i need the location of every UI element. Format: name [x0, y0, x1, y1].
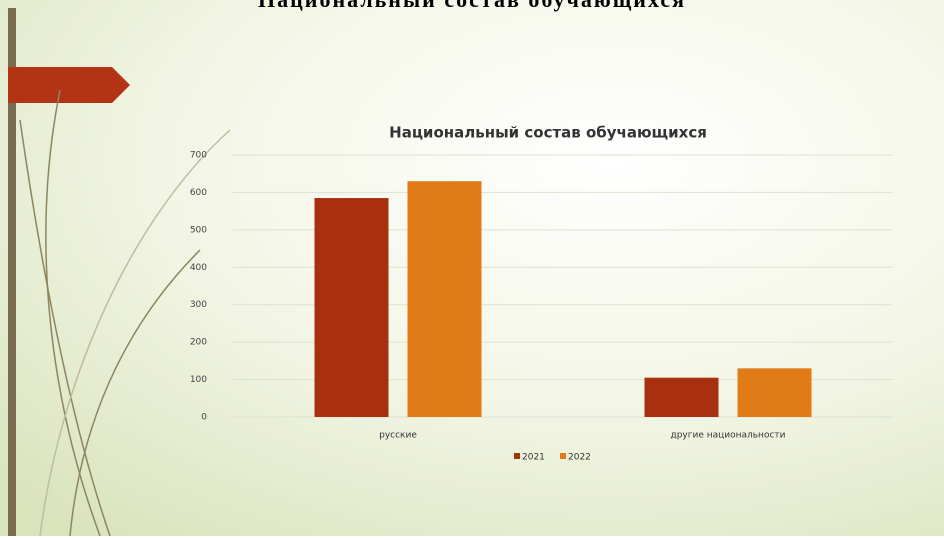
bar — [644, 377, 719, 417]
y-tick-label: 400 — [190, 263, 207, 273]
decor — [19, 89, 231, 537]
bar — [314, 198, 389, 417]
side-bar — [8, 8, 16, 536]
y-tick-label: 200 — [190, 338, 207, 348]
x-tick-label: другие национальности — [670, 431, 785, 441]
y-tick-label: 500 — [190, 225, 207, 235]
y-tick-label: 700 — [190, 151, 207, 161]
bar — [737, 368, 812, 417]
legend-label: 2021 — [522, 453, 545, 463]
y-tick-label: 0 — [201, 413, 207, 423]
bar — [407, 181, 482, 417]
legend-swatch — [560, 453, 566, 459]
arrow — [8, 67, 130, 103]
chart-title: Национальный состав обучающихся — [389, 124, 707, 142]
y-tick-label: 300 — [190, 300, 207, 310]
x-tick-label: русские — [379, 431, 417, 441]
y-tick-label: 600 — [190, 188, 207, 198]
y-tick-label: 100 — [190, 375, 207, 385]
legend-swatch — [514, 453, 520, 459]
legend-label: 2022 — [568, 453, 591, 463]
slide-title: Национальный состав обучающихся — [258, 0, 686, 12]
